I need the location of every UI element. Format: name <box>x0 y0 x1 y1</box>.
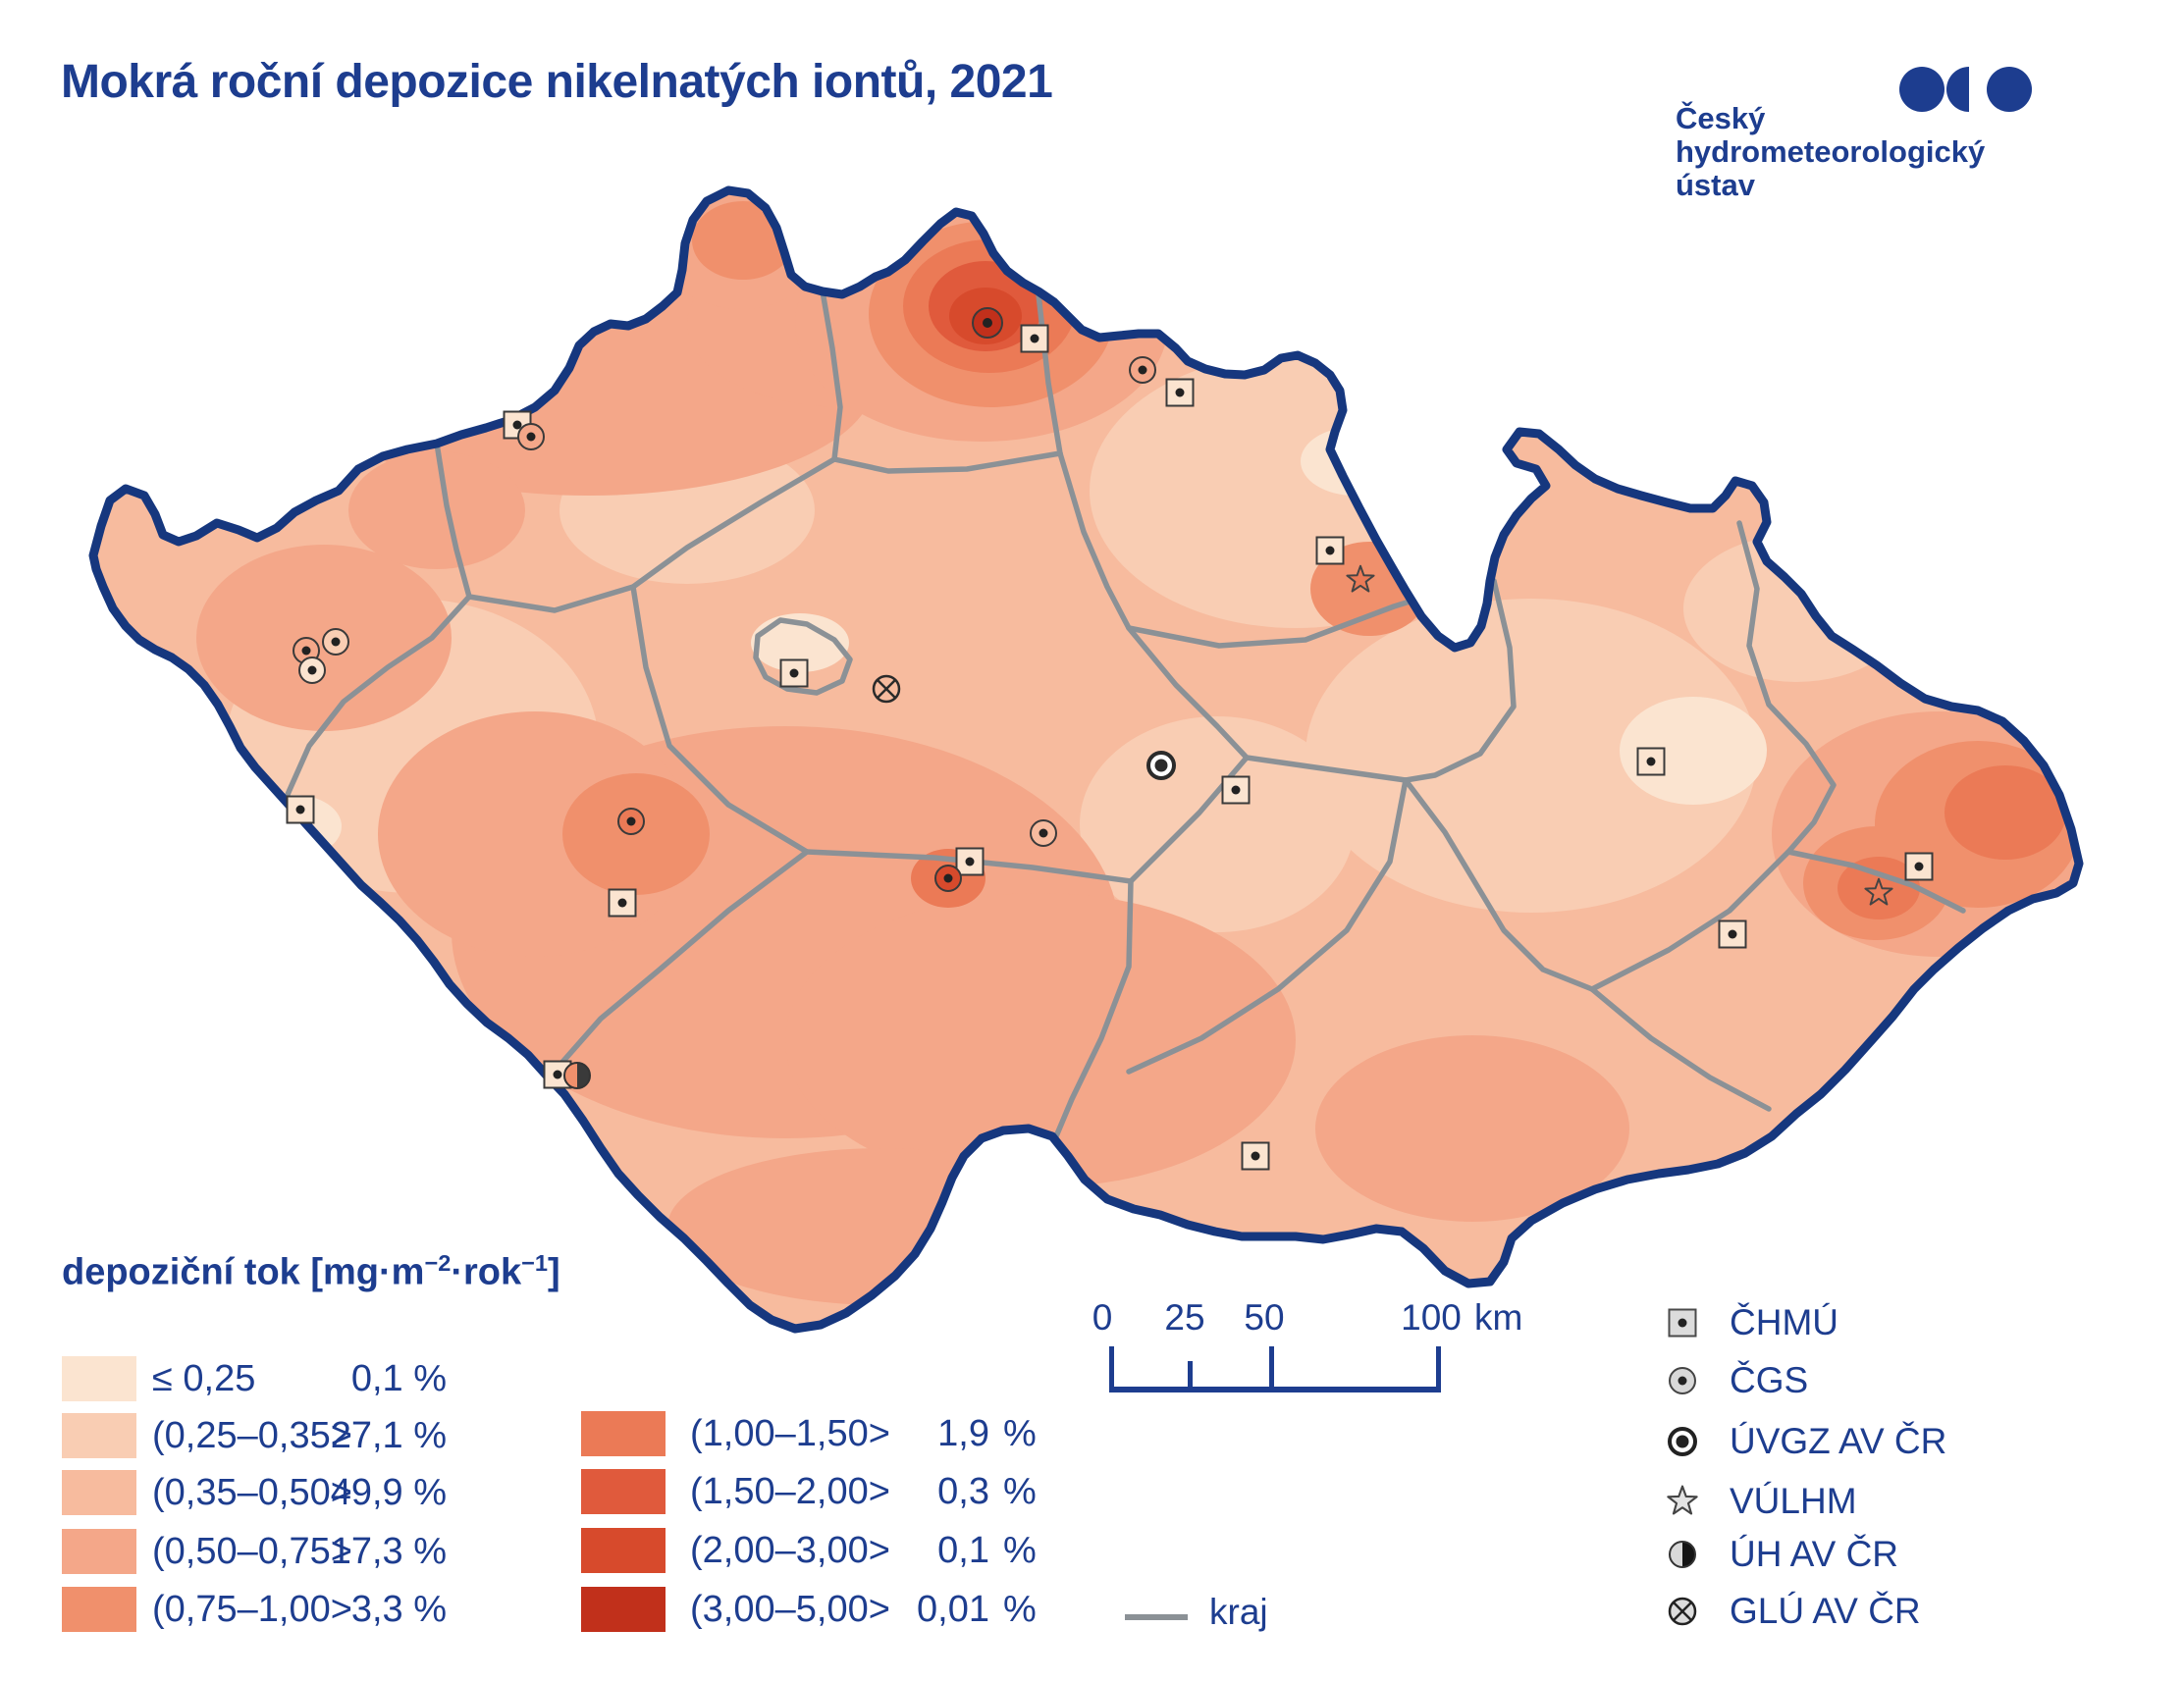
legend-percent: 49,9 % <box>330 1472 447 1513</box>
station-marker-cgs-hotspot <box>972 307 1003 339</box>
kraj-label: kraj <box>1209 1592 1268 1632</box>
legend-range: (0,25–0,35> <box>152 1415 352 1456</box>
legend-swatch <box>62 1529 136 1574</box>
legend-swatch <box>581 1469 666 1514</box>
glu-station-icon <box>1668 1597 1697 1626</box>
scalebar-tick <box>1188 1361 1193 1387</box>
station-marker-uh <box>563 1062 591 1089</box>
legend-percent: 0,1 % <box>350 1358 447 1399</box>
legend-percent: 1,9 <box>937 1413 989 1454</box>
station-legend-vulhm: VÚLHM <box>1730 1481 1857 1521</box>
legend-percent: 0,01 <box>917 1589 989 1630</box>
legend-percent: 27,1 % <box>330 1415 447 1456</box>
legend-range: (0,35–0,50> <box>152 1472 352 1513</box>
legend-percent: 0,1 <box>937 1530 989 1571</box>
legend-swatch <box>581 1528 666 1573</box>
station-markers-vulhm <box>1346 564 1893 906</box>
uh-station-icon <box>1669 1541 1696 1568</box>
scalebar-unit: km <box>1474 1297 1523 1338</box>
station-legend-cgs: ČGS <box>1730 1360 1809 1400</box>
logo-line-3: ústav <box>1676 168 1755 202</box>
legend-range: ≤ 0,25 <box>152 1358 256 1399</box>
scalebar-label-25: 25 <box>1164 1297 1205 1338</box>
station-legend-chmu: ČHMÚ <box>1730 1302 1838 1342</box>
legend-range: (0,75–1,00> <box>152 1589 352 1630</box>
legend-swatch <box>581 1411 666 1456</box>
chmi-logo-text: Český hydrometeorologický ústav <box>1676 102 1985 202</box>
legend-swatch <box>581 1587 666 1632</box>
scalebar-label-100: 100 <box>1401 1297 1462 1338</box>
legend-percent-unit: % <box>1003 1530 1037 1571</box>
deposition-field <box>93 190 2079 1329</box>
scalebar-label-0: 0 <box>1092 1297 1113 1338</box>
uvgz-station-icon <box>1668 1427 1697 1456</box>
legend-range: (0,50–0,75> <box>152 1531 352 1572</box>
scalebar-tick <box>1269 1346 1274 1387</box>
legend-range: (3,00–5,00> <box>690 1589 890 1630</box>
scalebar-label-50: 50 <box>1244 1297 1285 1338</box>
legend-percent: 17,3 % <box>330 1531 447 1572</box>
kraj-line-sample <box>1125 1614 1188 1620</box>
legend-range: (1,00–1,50> <box>690 1413 890 1454</box>
cgs-station-icon <box>1669 1367 1696 1394</box>
station-marker-uvgz <box>1146 751 1176 780</box>
legend-title: depoziční tok [mg·m−2·rok−1] <box>62 1250 560 1293</box>
scalebar-tick <box>1109 1346 1114 1387</box>
legend-swatch <box>62 1587 136 1632</box>
logo-line-1: Český <box>1676 101 1766 135</box>
station-markers-cgs <box>293 307 1156 892</box>
logo-line-2: hydrometeorologický <box>1676 134 1986 169</box>
kraj-borders <box>274 289 1966 1139</box>
station-marker-glu <box>872 674 901 704</box>
chmi-logo-icon <box>1899 67 2032 112</box>
legend-range: (1,50–2,00> <box>690 1471 890 1512</box>
chmu-station-icon <box>1668 1308 1697 1338</box>
legend-range: (2,00–3,00> <box>690 1530 890 1571</box>
legend-swatch <box>62 1356 136 1401</box>
station-legend-uh: ÚH AV ČR <box>1730 1534 1899 1574</box>
legend-percent: 3,3 % <box>350 1589 447 1630</box>
scalebar <box>1109 1346 1441 1392</box>
legend-percent-unit: % <box>1003 1471 1037 1512</box>
scalebar-tick <box>1436 1346 1441 1387</box>
legend-percent-unit: % <box>1003 1589 1037 1630</box>
legend-percent-unit: % <box>1003 1413 1037 1454</box>
vulhm-station-icon <box>1667 1485 1698 1515</box>
page-title: Mokrá roční depozice nikelnatých iontů, … <box>61 56 1053 108</box>
station-legend-glu: GLÚ AV ČR <box>1730 1591 1921 1631</box>
station-markers-chmu <box>286 324 1934 1171</box>
legend-swatch <box>62 1470 136 1515</box>
legend-swatch <box>62 1413 136 1458</box>
station-legend-uvgz: ÚVGZ AV ČR <box>1730 1421 1947 1461</box>
legend-percent: 0,3 <box>937 1471 989 1512</box>
